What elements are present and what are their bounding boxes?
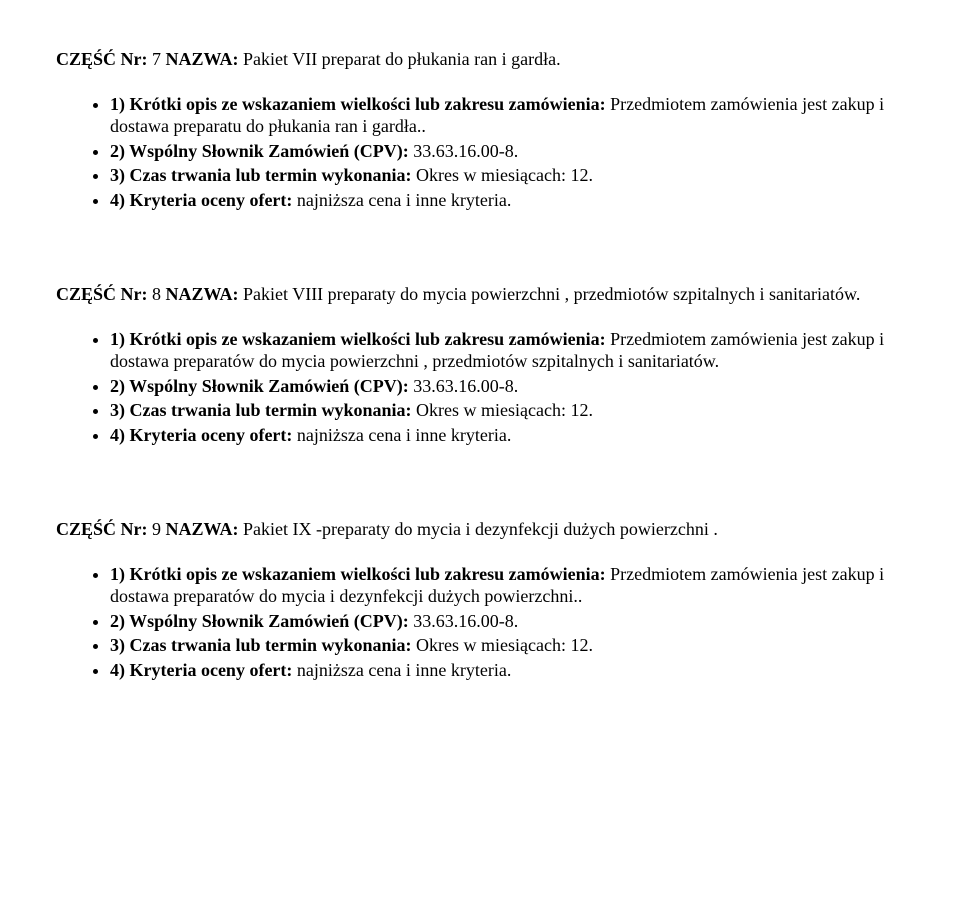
item-text: Okres w miesiącach: 12.	[412, 635, 593, 655]
section-8-list: 1) Krótki opis ze wskazaniem wielkości l…	[56, 328, 904, 447]
item-label: 1) Krótki opis ze wskazaniem wielkości l…	[110, 564, 606, 584]
item-label: 3) Czas trwania lub termin wykonania:	[110, 400, 412, 420]
item-label: 4) Kryteria oceny ofert:	[110, 190, 292, 210]
list-item: 4) Kryteria oceny ofert: najniższa cena …	[110, 659, 904, 682]
item-text: najniższa cena i inne kryteria.	[292, 660, 511, 680]
section-name-text: Pakiet VIII preparaty do mycia powierzch…	[239, 284, 861, 304]
section-7-list: 1) Krótki opis ze wskazaniem wielkości l…	[56, 93, 904, 212]
section-name-text: Pakiet VII preparat do płukania ran i ga…	[239, 49, 561, 69]
item-label: 1) Krótki opis ze wskazaniem wielkości l…	[110, 94, 606, 114]
section-prefix: CZĘŚĆ Nr:	[56, 49, 148, 69]
list-item: 2) Wspólny Słownik Zamówień (CPV): 33.63…	[110, 375, 904, 398]
item-text: 33.63.16.00-8.	[409, 611, 519, 631]
item-text: 33.63.16.00-8.	[409, 376, 519, 396]
section-number: 7	[148, 49, 166, 69]
list-item: 3) Czas trwania lub termin wykonania: Ok…	[110, 164, 904, 187]
list-item: 2) Wspólny Słownik Zamówień (CPV): 33.63…	[110, 140, 904, 163]
list-item: 4) Kryteria oceny ofert: najniższa cena …	[110, 189, 904, 212]
item-label: 3) Czas trwania lub termin wykonania:	[110, 635, 412, 655]
list-item: 1) Krótki opis ze wskazaniem wielkości l…	[110, 328, 904, 373]
item-text: 33.63.16.00-8.	[409, 141, 519, 161]
section-name-label: NAZWA:	[166, 49, 239, 69]
section-9-title: CZĘŚĆ Nr: 9 NAZWA: Pakiet IX -preparaty …	[56, 518, 904, 541]
item-label: 3) Czas trwania lub termin wykonania:	[110, 165, 412, 185]
section-number: 8	[148, 284, 166, 304]
list-item: 1) Krótki opis ze wskazaniem wielkości l…	[110, 93, 904, 138]
list-item: 3) Czas trwania lub termin wykonania: Ok…	[110, 634, 904, 657]
section-number: 9	[148, 519, 166, 539]
section-name-label: NAZWA:	[166, 284, 239, 304]
list-item: 2) Wspólny Słownik Zamówień (CPV): 33.63…	[110, 610, 904, 633]
item-label: 4) Kryteria oceny ofert:	[110, 660, 292, 680]
item-label: 1) Krótki opis ze wskazaniem wielkości l…	[110, 329, 606, 349]
section-7-title: CZĘŚĆ Nr: 7 NAZWA: Pakiet VII preparat d…	[56, 48, 904, 71]
item-text: najniższa cena i inne kryteria.	[292, 190, 511, 210]
item-label: 2) Wspólny Słownik Zamówień (CPV):	[110, 611, 409, 631]
list-item: 1) Krótki opis ze wskazaniem wielkości l…	[110, 563, 904, 608]
section-prefix: CZĘŚĆ Nr:	[56, 284, 148, 304]
list-item: 3) Czas trwania lub termin wykonania: Ok…	[110, 399, 904, 422]
item-text: najniższa cena i inne kryteria.	[292, 425, 511, 445]
section-prefix: CZĘŚĆ Nr:	[56, 519, 148, 539]
item-label: 2) Wspólny Słownik Zamówień (CPV):	[110, 141, 409, 161]
item-text: Okres w miesiącach: 12.	[412, 165, 593, 185]
section-9-list: 1) Krótki opis ze wskazaniem wielkości l…	[56, 563, 904, 682]
section-8-title: CZĘŚĆ Nr: 8 NAZWA: Pakiet VIII preparaty…	[56, 283, 904, 306]
list-item: 4) Kryteria oceny ofert: najniższa cena …	[110, 424, 904, 447]
section-name-label: NAZWA:	[166, 519, 239, 539]
item-label: 4) Kryteria oceny ofert:	[110, 425, 292, 445]
item-label: 2) Wspólny Słownik Zamówień (CPV):	[110, 376, 409, 396]
section-name-text: Pakiet IX -preparaty do mycia i dezynfek…	[239, 519, 718, 539]
item-text: Okres w miesiącach: 12.	[412, 400, 593, 420]
